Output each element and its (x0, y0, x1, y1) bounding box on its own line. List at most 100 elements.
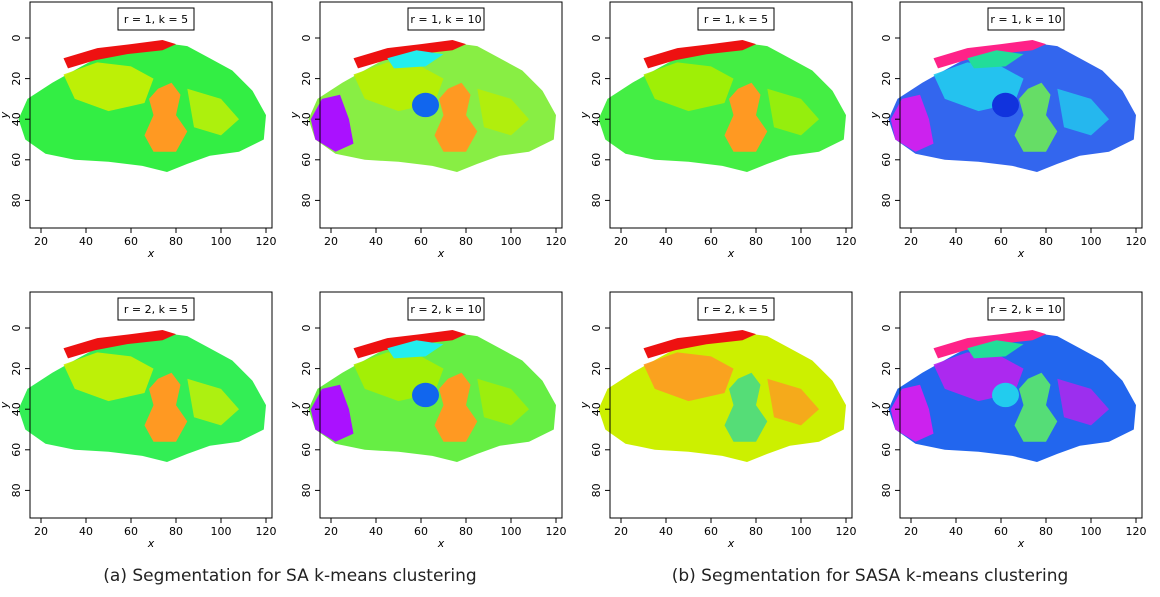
x-axis-label: x (437, 247, 445, 260)
y-tick-label: 40 (880, 402, 893, 416)
y-tick-label: 60 (590, 443, 603, 457)
x-tick-label: 60 (704, 235, 718, 248)
y-tick-label: 60 (300, 443, 313, 457)
x-tick-label: 120 (256, 235, 277, 248)
x-tick-label: 80 (459, 235, 473, 248)
segment-region (724, 372, 768, 442)
panel-title: r = 1, k = 5 (704, 13, 768, 26)
y-tick-label: 0 (10, 325, 23, 332)
y-tick-label: 0 (880, 35, 893, 42)
segment-region (643, 40, 756, 69)
x-axis-label: x (727, 247, 735, 260)
x-tick-label: 120 (836, 525, 857, 538)
x-tick-label: 80 (169, 235, 183, 248)
segment-region (890, 94, 934, 152)
x-axis-label: x (1017, 247, 1025, 260)
y-tick-label: 80 (880, 193, 893, 207)
x-axis-label: x (147, 537, 155, 550)
x-tick-label: 80 (749, 525, 763, 538)
panel: r = 1, k = 5 20 40 60 80 100 120 0 20 40 60 80 x y (578, 1, 857, 260)
x-tick-label: 100 (791, 235, 812, 248)
panel: r = 2, k = 10 20 40 60 80 100 120 0 20 40 60 80 x y (288, 291, 567, 550)
segment-region (598, 332, 846, 462)
x-tick-label: 80 (459, 525, 473, 538)
y-tick-label: 40 (10, 112, 23, 126)
y-tick-label: 0 (590, 35, 603, 42)
x-tick-label: 20 (614, 235, 628, 248)
segment-region (412, 92, 439, 118)
title-box (117, 7, 195, 31)
x-axis-label: x (727, 537, 735, 550)
y-tick-label: 40 (300, 402, 313, 416)
y-tick-label: 60 (590, 153, 603, 167)
y-tick-label: 40 (880, 112, 893, 126)
segment-region (1057, 378, 1109, 426)
y-tick-label: 20 (300, 72, 313, 86)
title-box (117, 297, 195, 321)
y-tick-label: 60 (10, 443, 23, 457)
segment-region (598, 42, 846, 172)
y-tick-label: 20 (590, 362, 603, 376)
plot-frame (29, 291, 273, 519)
segment-region (144, 82, 188, 152)
segment-region (63, 330, 176, 359)
x-tick-label: 20 (324, 525, 338, 538)
y-tick-label: 80 (300, 483, 313, 497)
x-tick-label: 120 (546, 525, 567, 538)
y-tick-label: 0 (590, 325, 603, 332)
x-tick-label: 100 (211, 235, 232, 248)
segment-region (187, 88, 239, 136)
segment-region (992, 382, 1019, 408)
x-tick-label: 40 (79, 235, 93, 248)
y-tick-label: 60 (880, 153, 893, 167)
y-tick-label: 20 (300, 362, 313, 376)
y-tick-label: 40 (590, 402, 603, 416)
x-tick-label: 40 (659, 235, 673, 248)
panel: r = 2, k = 5 20 40 60 80 100 120 0 20 40 60 80 x y (578, 291, 857, 550)
title-box (407, 7, 485, 31)
segment-region (767, 88, 819, 136)
y-tick-label: 80 (300, 193, 313, 207)
x-tick-label: 60 (704, 525, 718, 538)
y-tick-label: 80 (880, 483, 893, 497)
x-tick-label: 100 (791, 525, 812, 538)
segment-region (63, 40, 176, 69)
segment-region (63, 352, 154, 402)
x-tick-label: 60 (124, 235, 138, 248)
segment-region (1057, 88, 1109, 136)
x-axis-label: x (147, 247, 155, 260)
x-tick-label: 20 (904, 525, 918, 538)
segment-region (1014, 372, 1058, 442)
segment-region (890, 384, 934, 442)
panel-title: r = 1, k = 10 (410, 13, 481, 26)
panel: r = 1, k = 5 20 40 60 80 100 120 0 20 40 60 80 x y (0, 1, 277, 260)
x-tick-label: 100 (501, 525, 522, 538)
x-tick-label: 40 (949, 235, 963, 248)
panel-title: r = 2, k = 10 (990, 303, 1061, 316)
x-tick-label: 60 (994, 235, 1008, 248)
panel-title: r = 2, k = 5 (124, 303, 188, 316)
segment-region (767, 378, 819, 426)
x-tick-label: 100 (501, 235, 522, 248)
y-tick-label: 40 (300, 112, 313, 126)
segment-region (63, 62, 154, 112)
y-axis-label: y (288, 401, 301, 409)
y-tick-label: 0 (10, 35, 23, 42)
x-tick-label: 80 (1039, 235, 1053, 248)
y-tick-label: 80 (10, 483, 23, 497)
caption: (a) Segmentation for SA k-means clusteri… (103, 566, 477, 586)
x-tick-label: 120 (1126, 235, 1147, 248)
y-tick-label: 60 (10, 153, 23, 167)
y-tick-label: 60 (880, 443, 893, 457)
x-tick-label: 40 (369, 525, 383, 538)
x-tick-label: 100 (211, 525, 232, 538)
segment-region (643, 352, 734, 402)
y-axis-label: y (868, 111, 881, 119)
segment-region (387, 340, 444, 359)
x-tick-label: 80 (749, 235, 763, 248)
segment-region (992, 92, 1019, 118)
y-tick-label: 0 (300, 35, 313, 42)
title-box (407, 297, 485, 321)
panel-title: r = 2, k = 10 (410, 303, 481, 316)
y-tick-label: 20 (10, 72, 23, 86)
